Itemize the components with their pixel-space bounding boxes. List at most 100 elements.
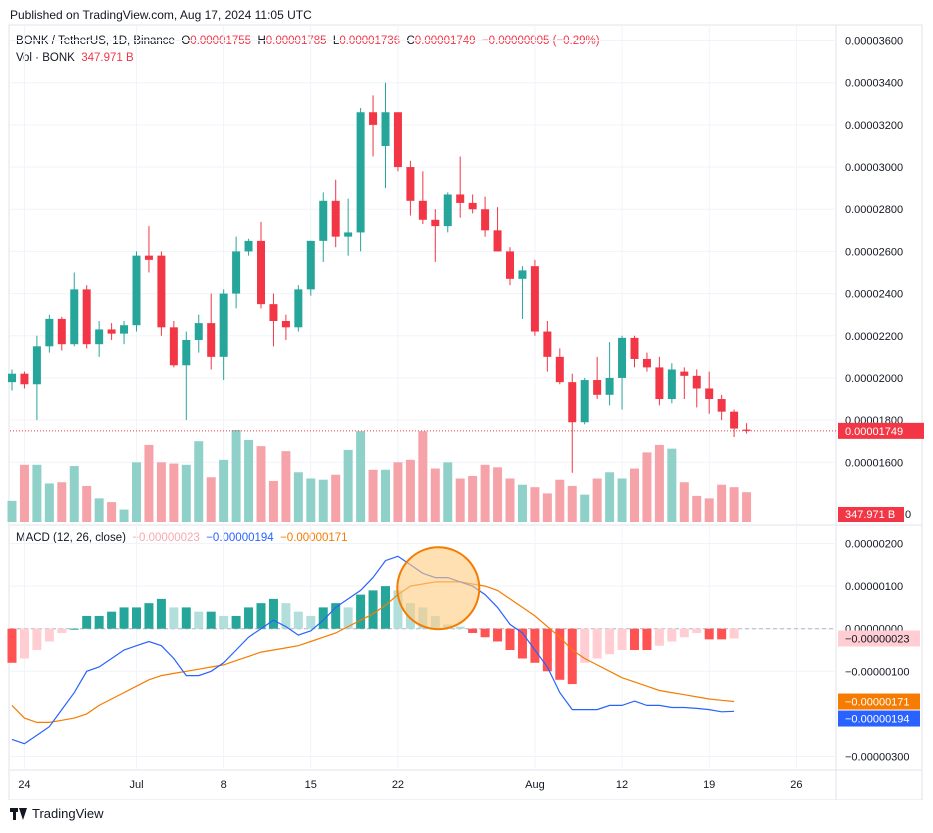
macd-histogram-bar: [156, 598, 166, 629]
volume-bar: [542, 493, 552, 522]
candle-body: [705, 388, 714, 400]
footer-brand-label: TradingView: [32, 806, 104, 821]
macd-histogram-bar: [542, 628, 552, 672]
x-tick-label: 15: [305, 779, 317, 791]
candle-body: [57, 318, 66, 345]
macd-hist-value: −0.00000023: [132, 532, 200, 544]
price-tick-label: 0.00002200: [845, 331, 903, 343]
candle-body: [630, 337, 639, 359]
candle-body: [244, 240, 253, 252]
candle-body: [144, 255, 153, 260]
candle-body: [20, 373, 29, 385]
candle-body: [555, 356, 564, 383]
volume-bar: [19, 464, 29, 522]
macd-histogram-bar: [642, 628, 652, 650]
macd-line-badge-label: −0.00000194: [845, 714, 910, 726]
volume-bar: [144, 444, 154, 522]
macd-histogram-bar: [704, 628, 714, 640]
volume-bar: [480, 464, 490, 522]
candle-body: [257, 240, 265, 305]
volume-bar: [244, 439, 254, 522]
candle-body: [717, 399, 726, 412]
volume-bar: [430, 468, 440, 522]
candle-body: [468, 202, 477, 210]
macd-histogram-bar: [505, 628, 515, 650]
volume-bar: [69, 466, 79, 522]
volume-bar: [517, 484, 527, 522]
macd-histogram-bar: [356, 594, 366, 629]
macd-histogram-bar: [617, 628, 627, 650]
macd-histogram-bar: [94, 615, 104, 629]
volume-bar: [32, 464, 42, 522]
macd-histogram-bar: [107, 611, 117, 629]
macd-histogram-bar: [480, 628, 490, 638]
macd-histogram-bar: [567, 628, 577, 685]
candle-body: [518, 270, 527, 279]
x-tick-label: 12: [616, 779, 628, 791]
candle-body: [169, 327, 178, 366]
macd-tick-label: −0.00000300: [845, 751, 910, 763]
x-tick-label: Aug: [525, 779, 545, 791]
chart-svg[interactable]: 24 Jul 8 15 22 Aug 12 19 26 0.00003600 0.00003400 0…: [0, 0, 933, 800]
macd-tick-label: 0.00000100: [845, 581, 903, 593]
macd-histogram-bar: [57, 628, 67, 633]
x-tick-label: 24: [18, 779, 30, 791]
candle-body: [356, 112, 365, 233]
macd-signal-value: −0.00000171: [280, 532, 348, 544]
candle-body: [194, 323, 203, 340]
macd-histogram-bar: [82, 615, 92, 629]
candle-body: [331, 200, 340, 237]
candle-body: [157, 255, 166, 328]
macd-histogram-bar: [19, 628, 29, 659]
macd-histogram-bar: [667, 628, 677, 642]
macd-legend: MACD (12, 26, close) −0.00000023 −0.0000…: [16, 532, 348, 544]
volume-bar: [82, 485, 92, 522]
volume-bar: [293, 472, 303, 522]
volume-bar: [256, 446, 266, 522]
footer-brand[interactable]: TradingView: [10, 806, 104, 821]
volume-bar: [44, 483, 54, 522]
volume-bar: [107, 502, 117, 522]
volume-bar: [642, 452, 652, 522]
macd-histogram-bar: [268, 598, 278, 629]
price-tick-label: 0.00003600: [845, 36, 903, 48]
macd-histogram-bar: [244, 607, 254, 629]
volume-bar: [318, 479, 328, 522]
macd-histogram-bar: [32, 628, 42, 650]
candle-body: [580, 380, 589, 423]
volume-bar: [343, 449, 353, 522]
candle-body: [481, 209, 490, 231]
volume-bar: [169, 463, 179, 522]
volume-bar: [94, 498, 104, 522]
candle-body: [319, 200, 328, 241]
candle-body: [294, 289, 303, 328]
candle-body: [381, 112, 390, 146]
macd-histogram-bar: [256, 603, 266, 629]
macd-histogram-bar: [194, 611, 204, 629]
volume-bar: [268, 480, 278, 522]
macd-tick-label: −0.00000100: [845, 666, 910, 678]
candle-body: [431, 219, 440, 227]
macd-signal-badge-label: −0.00000171: [845, 697, 910, 709]
macd-histogram-bar: [219, 615, 229, 629]
volume-bar: [132, 462, 141, 522]
macd-histogram-bar: [729, 628, 739, 639]
macd-signal-line: [11, 581, 735, 723]
volume-bar: [119, 509, 129, 522]
published-caption: Published on TradingView.com, Aug 17, 20…: [10, 8, 312, 22]
price-tick-label: 0.00001600: [845, 457, 903, 469]
macd-line-value: −0.00000194: [206, 532, 274, 544]
macd-histogram-bar: [517, 628, 527, 659]
macd-histogram-bar: [605, 628, 615, 655]
candle-body: [443, 194, 452, 227]
macd-histogram-bar: [181, 607, 191, 629]
volume-bar: [331, 474, 341, 522]
volume-bar: [393, 462, 403, 522]
volume-bar: [654, 444, 664, 522]
macd-histogram-bar: [468, 628, 478, 633]
volume-bar: [306, 478, 316, 522]
candle-body: [232, 251, 241, 294]
volume-bar: [455, 478, 465, 522]
volume-bar: [729, 487, 739, 522]
volume-bar: [181, 464, 191, 522]
